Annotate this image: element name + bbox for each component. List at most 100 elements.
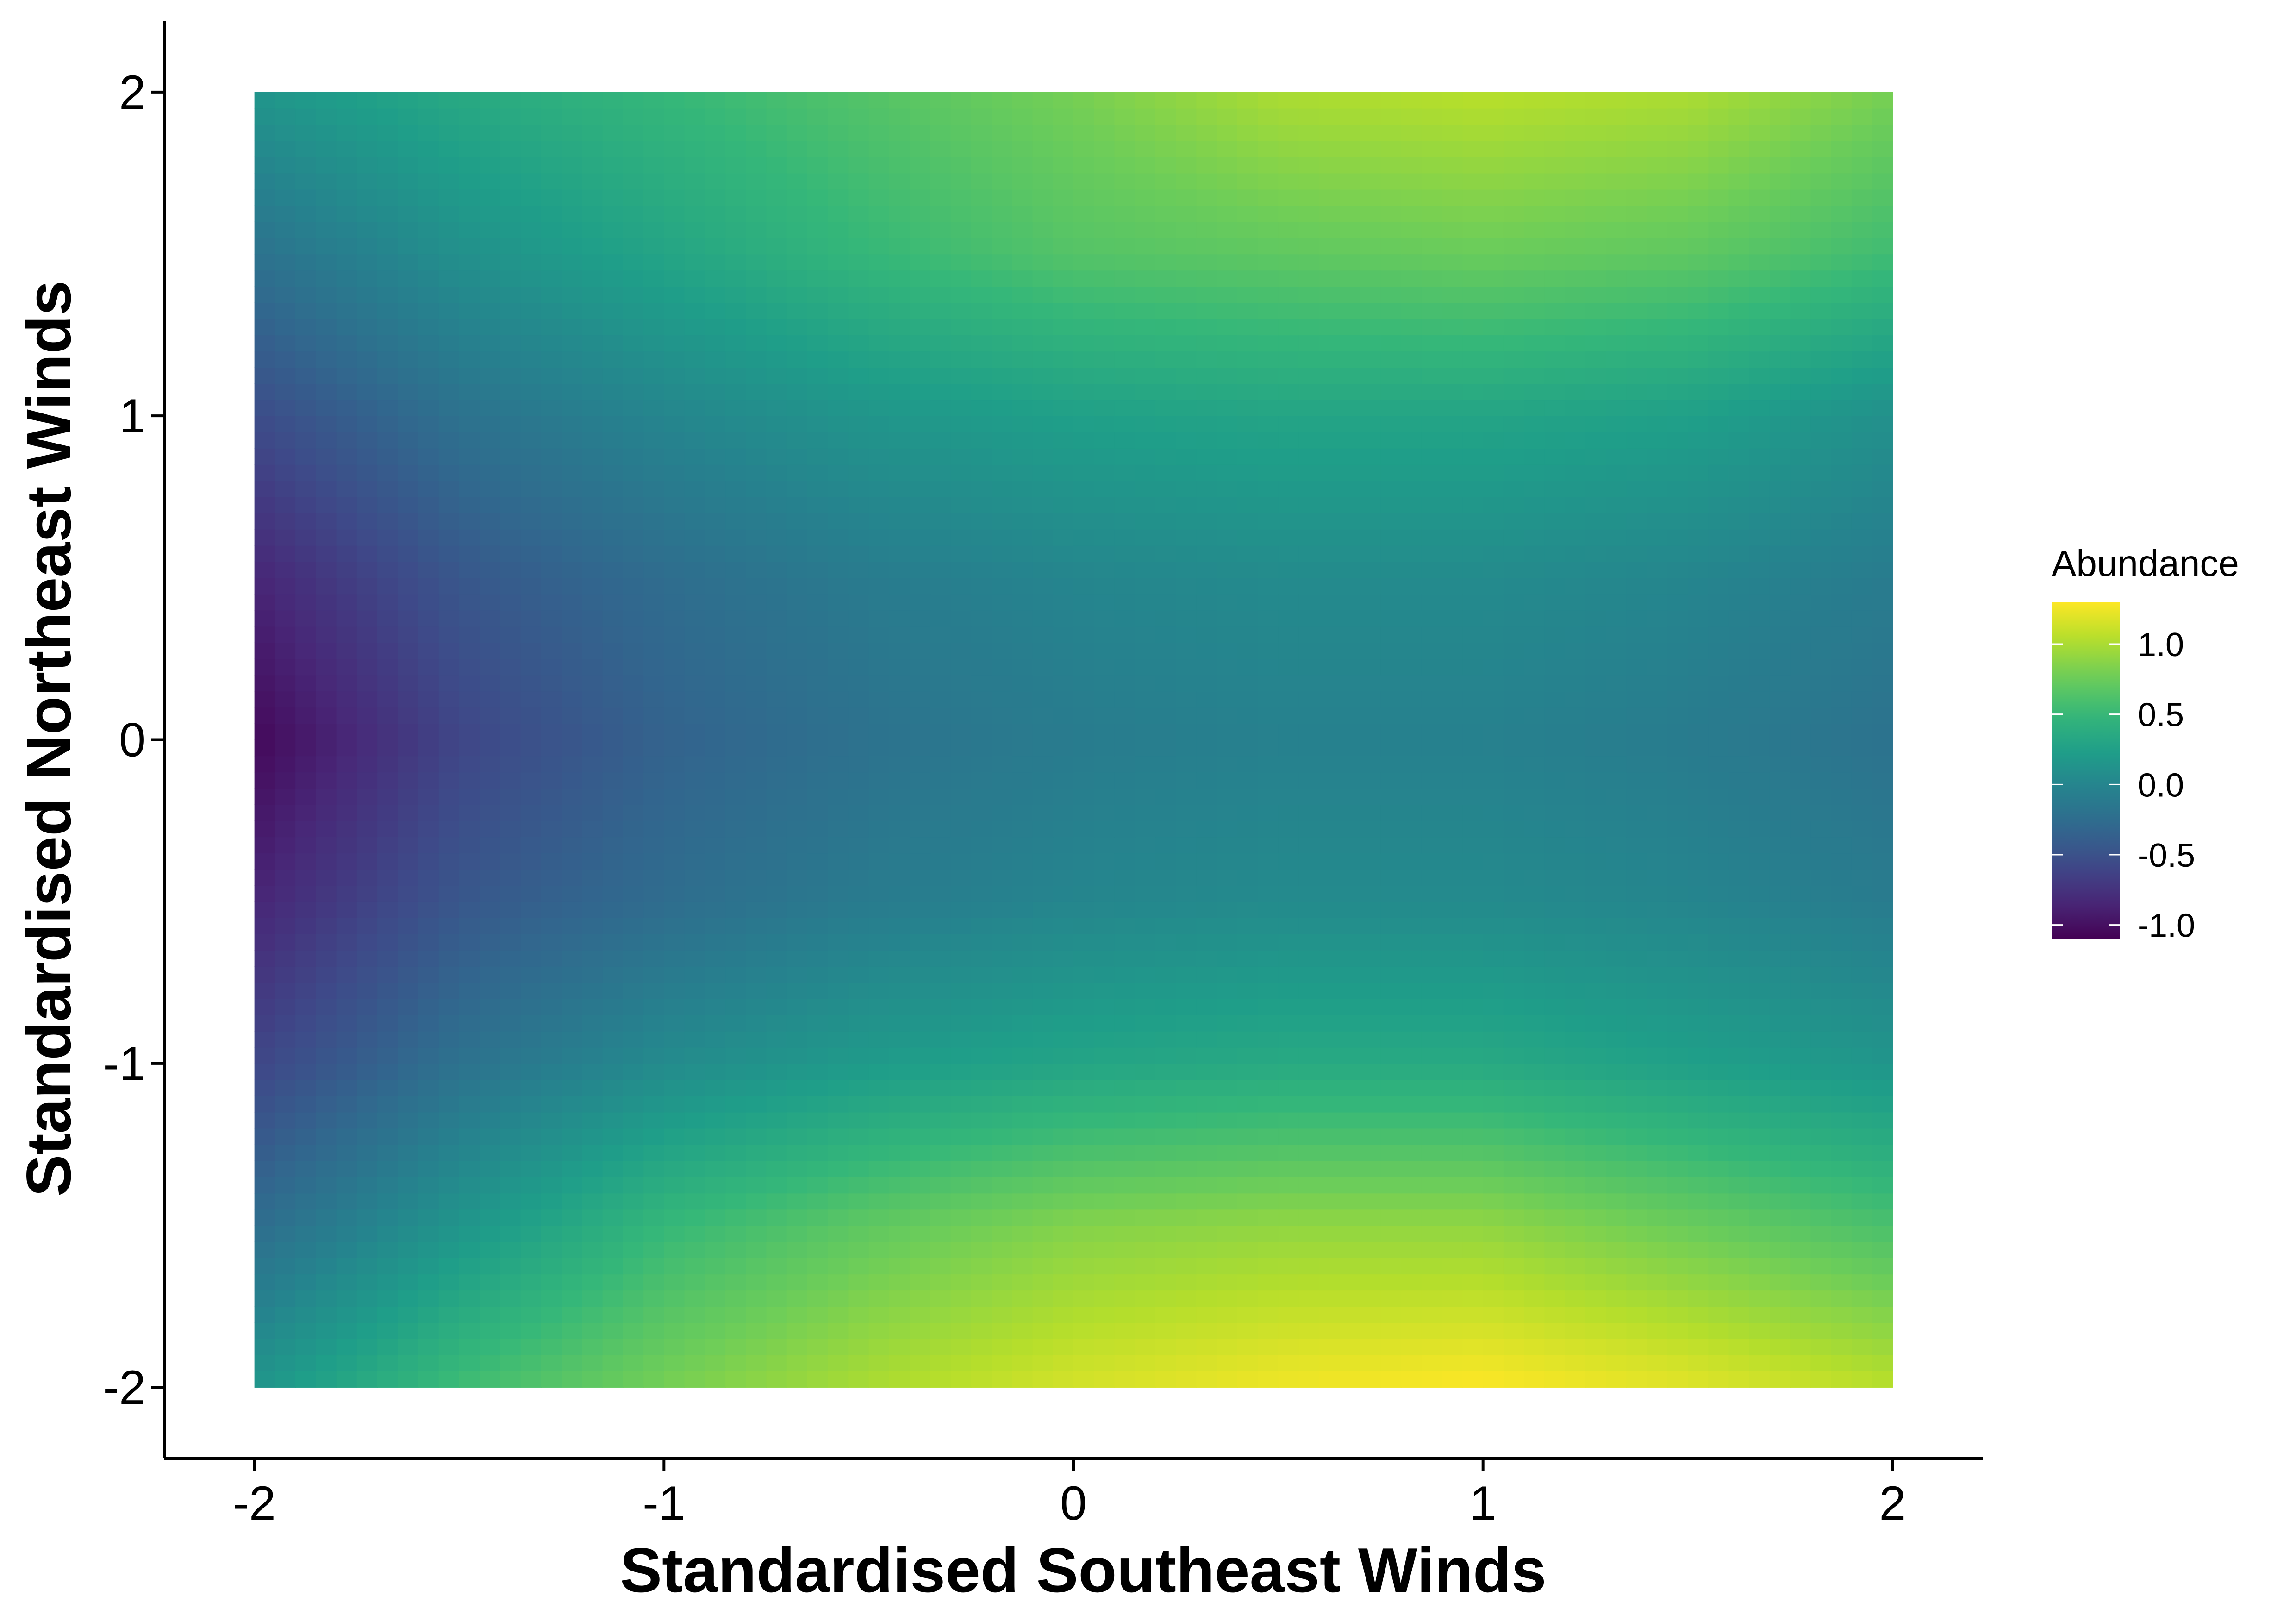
heatmap-cell: [725, 367, 747, 384]
heatmap-cell: [684, 448, 705, 465]
heatmap-cell: [1155, 1355, 1176, 1371]
heatmap-cell: [1340, 950, 1361, 967]
heatmap-cell: [1565, 934, 1586, 951]
heatmap-cell: [1319, 1031, 1340, 1048]
heatmap-cell: [520, 642, 542, 659]
heatmap-cell: [1565, 497, 1586, 513]
heatmap-cell: [1667, 707, 1688, 724]
heatmap-cell: [1524, 464, 1545, 481]
heatmap-cell: [1769, 739, 1791, 757]
heatmap-cell: [582, 691, 603, 708]
heatmap-cell: [602, 1371, 624, 1388]
heatmap-cell: [1831, 1047, 1852, 1064]
heatmap-cell: [828, 642, 849, 659]
heatmap-cell: [1749, 1371, 1770, 1388]
heatmap-cell: [1606, 739, 1627, 757]
heatmap-cell: [1851, 610, 1872, 627]
heatmap-cell: [623, 1095, 644, 1113]
heatmap-cell: [438, 529, 460, 546]
heatmap-cell: [562, 513, 583, 530]
heatmap-cell: [582, 869, 603, 886]
heatmap-cell: [643, 1160, 665, 1177]
heatmap-cell: [1749, 1079, 1770, 1096]
heatmap-cell: [623, 869, 644, 886]
heatmap-cell: [1421, 675, 1443, 692]
heatmap-cell: [1851, 594, 1872, 611]
heatmap-cell: [868, 1014, 890, 1032]
heatmap-cell: [336, 1306, 357, 1323]
heatmap-cell: [992, 1160, 1013, 1177]
heatmap-cell: [848, 1193, 869, 1210]
heatmap-cell: [377, 675, 399, 692]
heatmap-cell: [971, 901, 992, 918]
heatmap-cell: [1503, 448, 1524, 465]
heatmap-cell: [1155, 1290, 1176, 1307]
heatmap-cell: [930, 561, 951, 578]
heatmap-cell: [807, 691, 828, 708]
heatmap-cell: [1769, 998, 1791, 1015]
heatmap-cell: [602, 1225, 624, 1242]
heatmap-cell: [1810, 1112, 1832, 1129]
heatmap-cell: [1769, 448, 1791, 465]
heatmap-cell: [1094, 982, 1115, 999]
heatmap-cell: [1278, 1371, 1299, 1388]
heatmap-cell: [1483, 934, 1504, 951]
heatmap-cell: [1073, 1209, 1095, 1226]
heatmap-cell: [1442, 1225, 1463, 1242]
heatmap-cell: [1053, 1355, 1074, 1371]
heatmap-cell: [1749, 756, 1770, 773]
heatmap-cell: [1688, 918, 1709, 934]
heatmap-cell: [1401, 1128, 1422, 1145]
heatmap-cell: [1790, 1241, 1811, 1258]
heatmap-cell: [1196, 1241, 1217, 1258]
heatmap-cell: [480, 1241, 501, 1258]
heatmap-cell: [664, 998, 685, 1015]
heatmap-cell: [1196, 1160, 1217, 1177]
heatmap-cell: [1483, 1144, 1504, 1161]
heatmap-cell: [1421, 1193, 1443, 1210]
heatmap-cell: [1196, 1322, 1217, 1339]
heatmap-cell: [1462, 1193, 1484, 1210]
heatmap-cell: [1708, 804, 1729, 821]
heatmap-cell: [992, 497, 1013, 513]
heatmap-cell: [1790, 561, 1811, 578]
heatmap-cell: [1340, 788, 1361, 805]
heatmap-cell: [1749, 853, 1770, 870]
heatmap-cell: [275, 545, 296, 562]
heatmap-cell: [356, 367, 378, 384]
heatmap-cell: [725, 837, 747, 854]
heatmap-cell: [992, 1177, 1013, 1194]
heatmap-cell: [1380, 804, 1402, 821]
heatmap-cell: [336, 464, 357, 481]
heatmap-cell: [1667, 1225, 1688, 1242]
heatmap-cell: [992, 1225, 1013, 1242]
heatmap-cell: [500, 1079, 521, 1096]
heatmap-cell: [623, 481, 644, 497]
heatmap-cell: [1176, 691, 1197, 708]
heatmap-cell: [1544, 610, 1566, 627]
heatmap-cell: [868, 756, 890, 773]
heatmap-cell: [1749, 416, 1770, 432]
heatmap-cell: [418, 1322, 439, 1339]
heatmap-cell: [971, 1014, 992, 1032]
heatmap-cell: [1258, 1128, 1279, 1145]
heatmap-cell: [1769, 1047, 1791, 1064]
heatmap-cell: [1851, 1112, 1872, 1129]
heatmap-cell: [623, 416, 644, 432]
heatmap-cell: [377, 1339, 399, 1356]
heatmap-cell: [1565, 1047, 1586, 1064]
heatmap-cell: [1667, 1177, 1688, 1194]
heatmap-cell: [664, 918, 685, 934]
heatmap-cell: [1769, 1160, 1791, 1177]
heatmap-cell: [1380, 464, 1402, 481]
heatmap-cell: [480, 1112, 501, 1129]
heatmap-cell: [356, 788, 378, 805]
heatmap-cell: [1114, 1290, 1136, 1307]
heatmap-cell: [1749, 1063, 1770, 1080]
heatmap-cell: [828, 1047, 849, 1064]
heatmap-cell: [1135, 707, 1156, 724]
heatmap-cell: [1155, 561, 1176, 578]
heatmap-cell: [541, 1241, 562, 1258]
heatmap-cell: [664, 1177, 685, 1194]
